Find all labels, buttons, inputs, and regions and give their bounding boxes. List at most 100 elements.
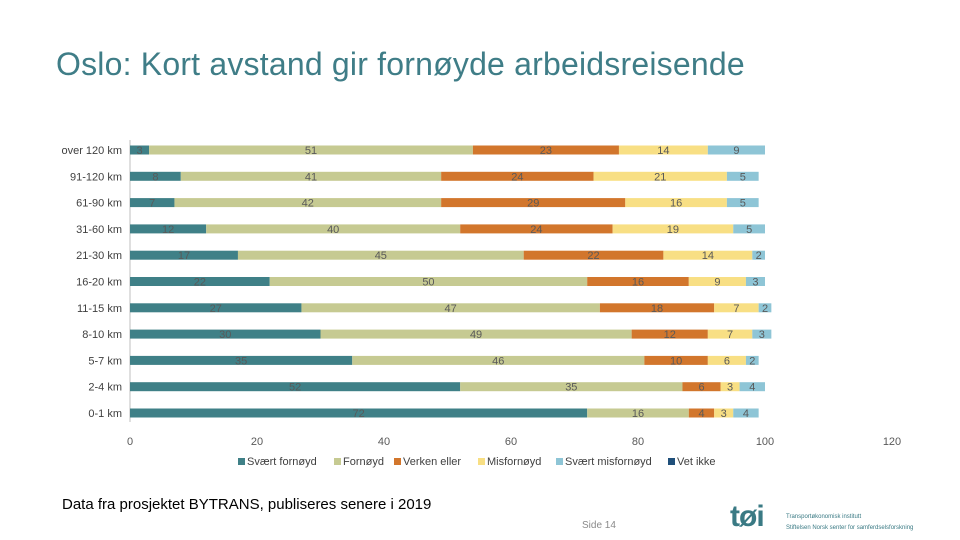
bar-segment — [130, 303, 302, 313]
bar-segment — [599, 303, 715, 313]
data-label: 3 — [136, 145, 142, 157]
category-label: 0-1 km — [88, 408, 122, 420]
data-label: 41 — [305, 171, 317, 183]
x-tick-label: 80 — [632, 436, 644, 448]
bar-segment — [726, 171, 759, 181]
data-label: 50 — [422, 277, 434, 289]
bar-segment — [460, 382, 683, 392]
data-label: 30 — [219, 329, 231, 341]
category-label: 91-120 km — [70, 171, 122, 183]
category-label: 61-90 km — [76, 198, 122, 210]
bar-segment — [206, 224, 461, 234]
data-label: 7 — [733, 303, 739, 315]
bar-segment — [460, 224, 613, 234]
data-label: 27 — [210, 303, 222, 315]
bar-segment — [758, 303, 772, 313]
data-label: 5 — [740, 171, 746, 183]
bar-segment — [631, 329, 708, 339]
legend-entry: Vet ikke — [677, 456, 716, 468]
bar-segment — [688, 408, 715, 418]
bar-segment — [130, 250, 238, 260]
bar-segment — [739, 382, 765, 392]
data-label: 14 — [702, 250, 714, 262]
legend-entry: Verken eller — [403, 456, 461, 468]
bar-segment — [707, 329, 753, 339]
page-title: Oslo: Kort avstand gir fornøyde arbeidsr… — [56, 46, 745, 82]
legend-entry: Svært fornøyd — [247, 456, 317, 468]
data-label: 17 — [178, 250, 190, 262]
bar-segment — [707, 355, 746, 365]
bar-segment — [180, 171, 442, 181]
data-label: 21 — [654, 171, 666, 183]
bar-segment — [612, 224, 734, 234]
data-label: 3 — [759, 329, 765, 341]
bar-segment — [663, 250, 753, 260]
data-label: 14 — [657, 145, 669, 157]
data-source-note: Data fra prosjektet BYTRANS, publiseres … — [62, 496, 432, 513]
bar-segment — [593, 171, 727, 181]
data-label: 18 — [651, 303, 663, 315]
data-label: 24 — [511, 171, 523, 183]
data-label: 9 — [714, 277, 720, 289]
data-label: 29 — [527, 198, 539, 210]
bar-segment — [352, 355, 645, 365]
category-label: 21-30 km — [76, 250, 122, 262]
bar-segment — [707, 145, 765, 155]
data-label: 6 — [698, 382, 704, 394]
bar-segment — [301, 303, 600, 313]
bar-segment — [441, 171, 594, 181]
data-label: 24 — [530, 224, 542, 236]
bar-segment — [130, 382, 461, 392]
bar-segment — [130, 224, 207, 234]
page-number: Side 14 — [582, 520, 616, 531]
data-label: 3 — [752, 277, 758, 289]
bar-segment — [130, 408, 588, 418]
logo-line-1: Transportøkonomisk institutt — [786, 514, 862, 520]
data-label: 3 — [721, 408, 727, 420]
data-label: 19 — [667, 224, 679, 236]
data-label: 12 — [162, 224, 174, 236]
data-label: 2 — [762, 303, 768, 315]
data-label: 10 — [670, 355, 682, 367]
category-label: 8-10 km — [82, 329, 122, 341]
x-tick-label: 20 — [251, 436, 263, 448]
bar-segment — [174, 198, 442, 208]
data-label: 4 — [749, 382, 755, 394]
bar-segment — [130, 145, 150, 155]
bar-segment — [714, 303, 759, 313]
data-label: 23 — [540, 145, 552, 157]
bar-segment — [237, 250, 524, 260]
data-label: 4 — [743, 408, 749, 420]
data-label: 22 — [194, 277, 206, 289]
bar-segment — [587, 277, 689, 286]
data-label: 22 — [587, 250, 599, 262]
data-label: 40 — [327, 224, 339, 236]
legend-entry: Svært misfornøyd — [565, 456, 652, 468]
category-label: 11-15 km — [77, 303, 122, 315]
bar-segment — [726, 198, 759, 208]
stacked-bar-chart: over 120 km 3 51 23 14 991-120 km 8 41 24 21 561-9… — [61, 140, 901, 468]
bar-segment — [523, 250, 664, 260]
x-tick-label: 60 — [505, 436, 517, 448]
bar-segment — [618, 145, 708, 155]
data-label: 16 — [670, 198, 682, 210]
logo-line-2: Stiftelsen Norsk senter for samferdselsf… — [786, 525, 914, 531]
bar-segment — [269, 277, 588, 286]
legend-swatch — [556, 458, 563, 465]
data-label: 35 — [565, 382, 577, 394]
data-label: 4 — [698, 408, 704, 420]
x-tick-label: 100 — [756, 436, 774, 448]
data-label: 5 — [746, 224, 752, 236]
legend-entry: Misfornøyd — [487, 456, 541, 468]
data-label: 35 — [235, 355, 247, 367]
legend-swatch — [668, 458, 675, 465]
category-label: 2-4 km — [88, 382, 122, 394]
bar-segment — [130, 198, 175, 208]
data-label: 51 — [305, 145, 317, 157]
data-label: 5 — [740, 198, 746, 210]
toi-logo: tøi — [730, 500, 765, 533]
bar-segment — [688, 277, 746, 286]
data-label: 2 — [756, 250, 762, 262]
bar-segment — [472, 145, 619, 155]
bar-segment — [130, 329, 321, 339]
